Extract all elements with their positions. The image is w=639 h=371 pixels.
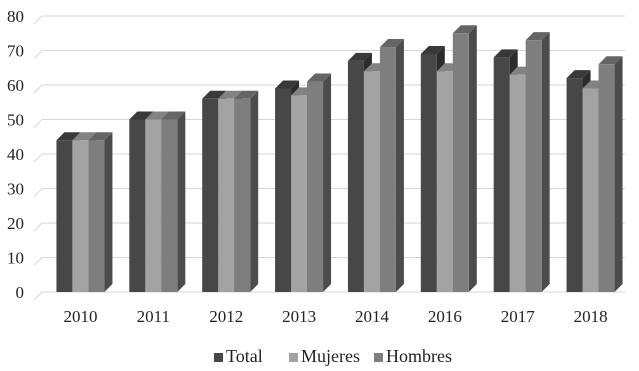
bar-front	[72, 140, 89, 292]
bar-top	[161, 111, 186, 120]
x-tick-label: 2010	[63, 307, 97, 326]
bars	[56, 25, 623, 293]
bar-top	[88, 132, 113, 141]
bar-hombres-2011	[161, 111, 186, 292]
bar-front	[129, 119, 146, 292]
legend-label: Total	[226, 346, 263, 366]
bar-front	[307, 81, 324, 292]
y-tick-label: 0	[16, 283, 25, 302]
bar-front	[436, 71, 453, 292]
bar-front	[493, 57, 510, 293]
bar-side	[323, 73, 332, 292]
bar-side	[250, 90, 259, 292]
bar-hombres-2013	[307, 73, 332, 292]
legend-swatch	[214, 353, 223, 362]
bar-front	[347, 60, 364, 292]
gridline-depth	[33, 222, 43, 232]
bar-front	[202, 98, 219, 292]
bar-hombres-2018	[598, 56, 623, 292]
bar-front	[420, 53, 437, 293]
bar-hombres-2017	[525, 32, 550, 293]
bar-top	[493, 49, 518, 58]
y-axis-ticks: 0 10 20 30 40 50 60 70 80	[7, 7, 24, 302]
bar-front	[566, 78, 583, 292]
bar-top	[452, 25, 477, 34]
x-axis-ticks: 2010 2011 2012 2013 2014 2016 2017 2018	[63, 307, 607, 326]
legend-label: Hombres	[386, 346, 452, 366]
legend-item-hombres: Hombres	[374, 346, 452, 366]
bar-side	[177, 111, 186, 292]
bar-front	[525, 40, 542, 293]
bar-side	[395, 39, 404, 292]
bar-front	[56, 140, 73, 292]
bar-side	[541, 32, 550, 293]
bar-top	[234, 90, 259, 99]
gridline-depth	[33, 291, 43, 301]
y-tick-label: 10	[7, 249, 24, 268]
bar-front	[234, 98, 251, 292]
bar-top	[598, 56, 623, 65]
bar-top	[275, 80, 300, 89]
bar-hombres-2012	[234, 90, 259, 292]
legend-item-mujeres: Mujeres	[289, 346, 360, 366]
bar-front	[161, 119, 178, 292]
legend-swatch	[374, 353, 383, 362]
gridline-depth	[33, 15, 43, 25]
bar-top	[307, 73, 332, 82]
bar-top	[420, 45, 445, 54]
bar-hombres-2014	[379, 39, 404, 292]
y-tick-label: 70	[7, 42, 24, 61]
x-tick-label: 2017	[501, 307, 536, 326]
x-tick-label: 2011	[137, 307, 170, 326]
y-tick-label: 50	[7, 111, 24, 130]
legend-item-total: Total	[214, 346, 263, 366]
y-tick-label: 40	[7, 145, 24, 164]
bar-top	[525, 32, 550, 41]
legend: Total Mujeres Hombres	[214, 346, 452, 366]
bar-front	[145, 119, 162, 292]
x-tick-label: 2013	[282, 307, 316, 326]
gridline-depth	[33, 257, 43, 266]
x-tick-label: 2014	[355, 307, 390, 326]
bar-front	[363, 71, 380, 292]
bar-front	[452, 33, 469, 292]
bar-front	[218, 98, 235, 292]
x-tick-label: 2016	[428, 307, 462, 326]
bar-top	[347, 52, 372, 61]
bar-front	[275, 88, 292, 292]
bar-front	[598, 64, 615, 292]
gridline-depth	[33, 84, 43, 94]
bar-front	[509, 74, 526, 293]
gridline-depth	[33, 50, 43, 59]
x-tick-label: 2018	[574, 307, 608, 326]
bar-front	[379, 47, 396, 292]
x-tick-label: 2012	[209, 307, 243, 326]
gridline-depth	[33, 188, 43, 197]
y-tick-label: 30	[7, 180, 24, 199]
bar-front	[88, 140, 105, 292]
bar-side	[468, 25, 477, 292]
bar-front	[582, 88, 599, 292]
bar-side	[614, 56, 623, 292]
bar-top	[566, 70, 591, 79]
bar-front	[291, 95, 308, 292]
gridline-depth	[33, 119, 43, 128]
y-tick-label: 60	[7, 76, 24, 95]
y-tick-label: 80	[7, 7, 24, 26]
bar-hombres-2016	[452, 25, 477, 292]
bar-top	[379, 39, 404, 48]
gridline-depth	[33, 153, 43, 163]
y-tick-label: 20	[7, 214, 24, 233]
bar-hombres-2010	[88, 132, 113, 292]
legend-swatch	[289, 353, 298, 362]
legend-label: Mujeres	[301, 346, 360, 366]
bar-side	[104, 132, 113, 292]
